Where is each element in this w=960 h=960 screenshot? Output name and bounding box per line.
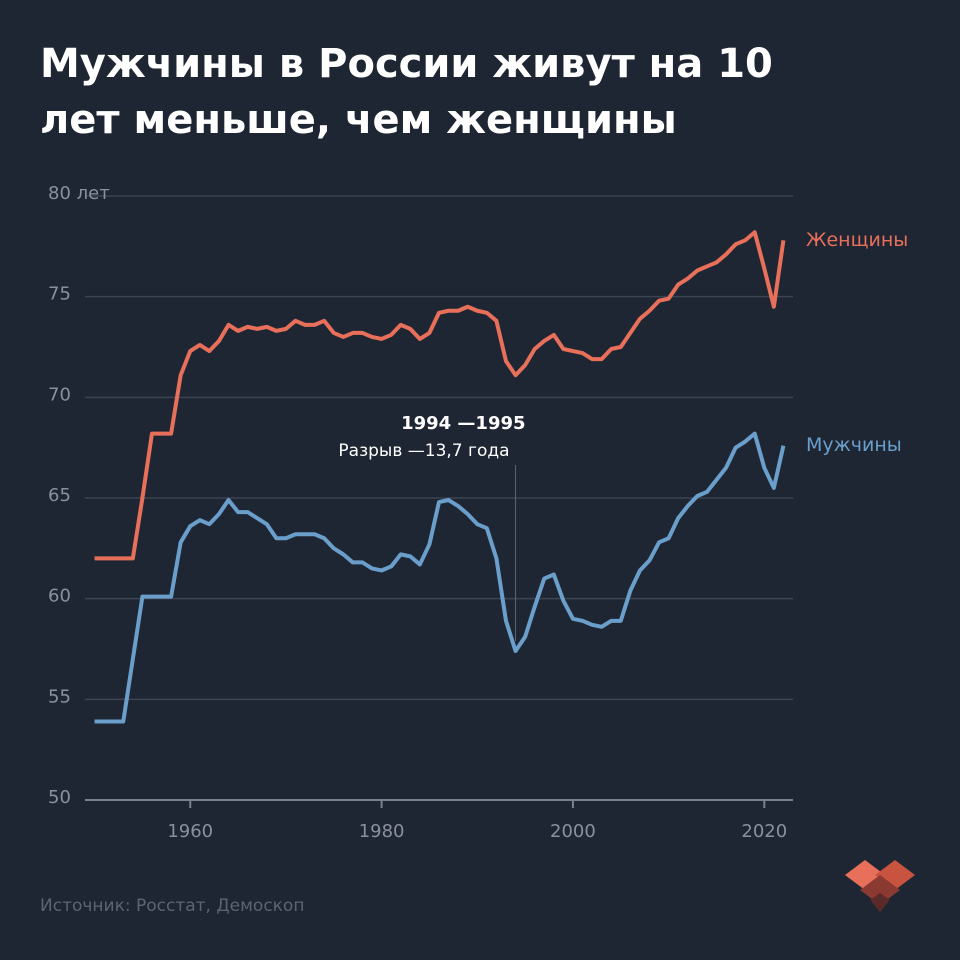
series-line (94, 230, 786, 561)
series-label: Женщины (806, 229, 908, 251)
source: Источник: Росстат, Демоскоп (40, 896, 304, 916)
x-tick-label: 2000 (550, 821, 596, 842)
y-tick-label: 70 (48, 384, 71, 405)
y-tick-label: 50 (48, 787, 71, 808)
y-tick-label: 75 (48, 284, 71, 305)
logo (845, 860, 915, 912)
y-tick-label: 65 (48, 485, 71, 506)
y-tick-label: 60 (48, 586, 71, 607)
x-tick-label: 1960 (167, 821, 213, 842)
annotation-title: 1994 —1995 (401, 413, 525, 434)
series-label: Мужчины (806, 434, 902, 456)
annotation-text: Разрыв —13,7 года (338, 441, 509, 461)
y-tick-label: 55 (48, 686, 71, 707)
y-tick-label: 80 лет (48, 183, 110, 204)
x-tick-label: 2020 (741, 821, 787, 842)
chart-title: Мужчины в России живут на 10 лет меньше,… (40, 41, 773, 143)
series-line (94, 431, 786, 724)
title-box: Мужчины в России живут на 10 лет меньше,… (40, 41, 773, 143)
x-tick-label: 1980 (359, 821, 405, 842)
